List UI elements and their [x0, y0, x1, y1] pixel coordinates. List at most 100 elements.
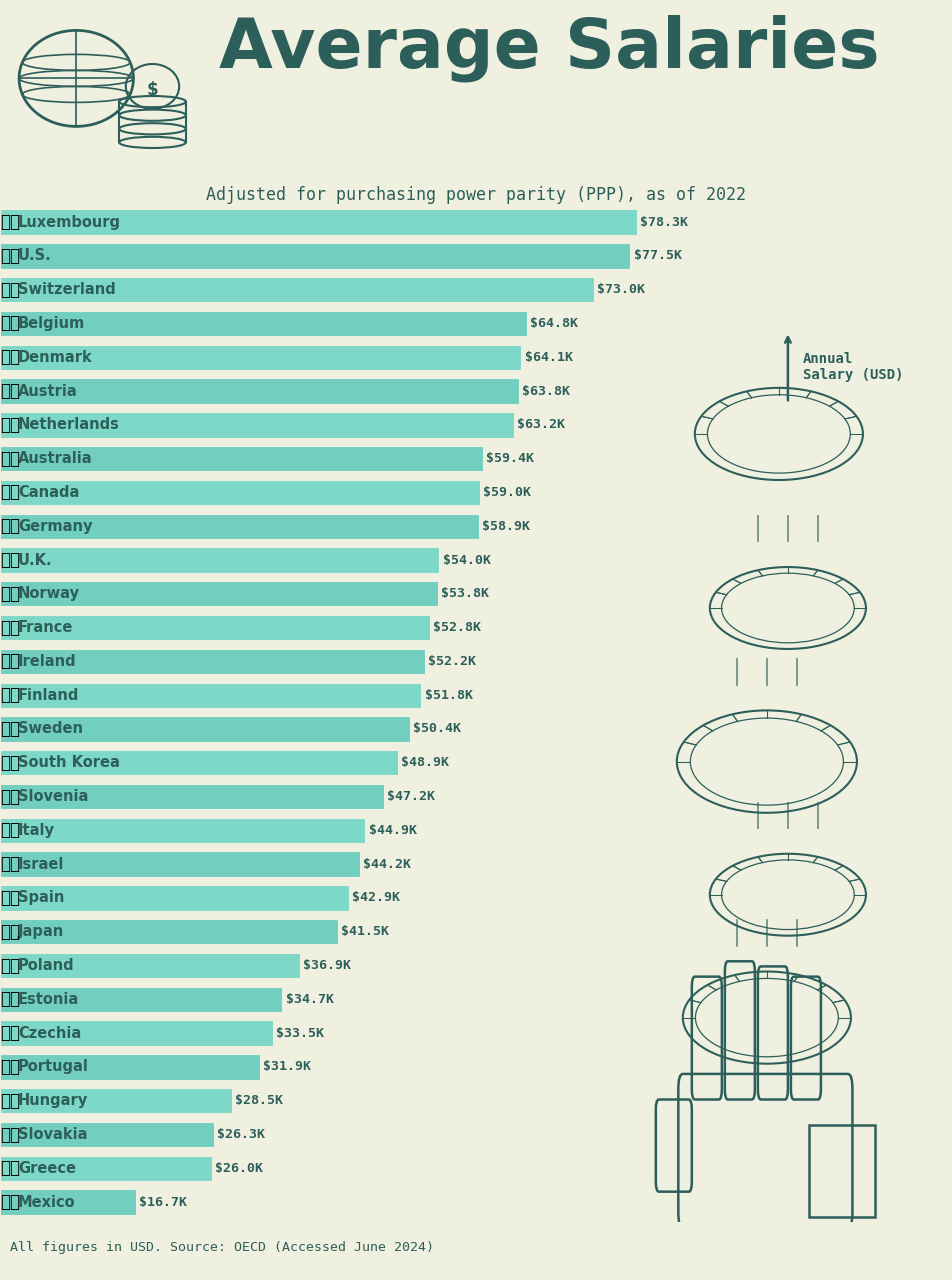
Bar [0, 783, 384, 809]
Text: 🇨🇭: 🇨🇭 [0, 280, 20, 298]
Text: Estonia: Estonia [18, 992, 79, 1007]
Text: 🇯🇵: 🇯🇵 [0, 923, 20, 941]
Text: $58.9K: $58.9K [482, 520, 530, 532]
Text: Spain: Spain [18, 891, 64, 905]
Bar [0, 1189, 136, 1215]
Bar [0, 682, 421, 708]
Text: $77.5K: $77.5K [633, 250, 681, 262]
Bar [0, 1055, 259, 1079]
Text: 🇪🇪: 🇪🇪 [0, 991, 20, 1009]
Text: All figures in USD. Source: OECD (Accessed June 2024): All figures in USD. Source: OECD (Access… [10, 1242, 433, 1254]
Text: Poland: Poland [18, 957, 74, 973]
Text: South Korea: South Korea [18, 755, 120, 771]
Text: 🇬🇷: 🇬🇷 [0, 1160, 20, 1178]
Text: 🇩🇪: 🇩🇪 [0, 517, 20, 535]
Bar [0, 717, 409, 741]
Text: Switzerland: Switzerland [18, 282, 115, 297]
Bar [0, 851, 359, 877]
Text: 🇵🇹: 🇵🇹 [0, 1059, 20, 1076]
Text: $34.7K: $34.7K [286, 993, 333, 1006]
Text: $63.2K: $63.2K [517, 419, 565, 431]
Text: Canada: Canada [18, 485, 79, 500]
Text: 🇦🇹: 🇦🇹 [0, 381, 20, 401]
Text: $26.3K: $26.3K [217, 1128, 265, 1140]
Text: $44.2K: $44.2K [363, 858, 410, 870]
Text: $16.7K: $16.7K [139, 1196, 187, 1208]
Text: $50.4K: $50.4K [413, 722, 461, 736]
Text: 🇩🇰: 🇩🇰 [0, 348, 20, 366]
Text: $52.2K: $52.2K [427, 655, 475, 668]
Bar [0, 548, 439, 572]
Text: 🇨🇦: 🇨🇦 [0, 484, 20, 502]
Text: $33.5K: $33.5K [275, 1027, 324, 1039]
Text: France: France [18, 620, 73, 635]
Text: 🇦🇺: 🇦🇺 [0, 449, 20, 467]
Text: $59.0K: $59.0K [483, 486, 530, 499]
Bar [0, 818, 365, 844]
Bar [0, 1020, 272, 1046]
Text: 🇲🇽: 🇲🇽 [0, 1193, 20, 1211]
Text: $48.9K: $48.9K [401, 756, 448, 769]
Text: 🇵🇱: 🇵🇱 [0, 956, 20, 974]
Text: 🇮🇹: 🇮🇹 [0, 822, 20, 840]
Bar [0, 649, 425, 675]
Text: Mexico: Mexico [18, 1194, 75, 1210]
Text: 🇳🇴: 🇳🇴 [0, 585, 20, 603]
Text: Sweden: Sweden [18, 722, 83, 736]
Text: Germany: Germany [18, 518, 92, 534]
Text: Norway: Norway [18, 586, 80, 602]
Text: 🇺🇸: 🇺🇸 [0, 247, 20, 265]
Bar [0, 750, 397, 776]
Text: Denmark: Denmark [18, 349, 92, 365]
Text: Slovakia: Slovakia [18, 1126, 88, 1142]
Text: $53.8K: $53.8K [441, 588, 488, 600]
Text: 🇪🇸: 🇪🇸 [0, 890, 20, 908]
Text: Luxembourg: Luxembourg [18, 215, 121, 229]
Text: $64.1K: $64.1K [525, 351, 572, 364]
Text: 🇸🇰: 🇸🇰 [0, 1125, 20, 1143]
Text: Greece: Greece [18, 1161, 76, 1176]
Text: 🇧🇪: 🇧🇪 [0, 315, 20, 333]
Bar [0, 513, 479, 539]
Text: Annual
Salary (USD): Annual Salary (USD) [802, 352, 902, 383]
Text: $47.2K: $47.2K [387, 790, 435, 803]
Bar [0, 614, 429, 640]
Text: Austria: Austria [18, 384, 77, 398]
Text: $52.8K: $52.8K [432, 621, 481, 634]
Text: Japan: Japan [18, 924, 64, 940]
Text: Finland: Finland [18, 687, 79, 703]
Text: U.K.: U.K. [18, 553, 52, 567]
Text: $78.3K: $78.3K [640, 215, 687, 229]
Bar [0, 1156, 211, 1181]
Text: 🇨🇿: 🇨🇿 [0, 1024, 20, 1042]
Text: 🇮🇱: 🇮🇱 [0, 855, 20, 873]
Text: 🇫🇷: 🇫🇷 [0, 618, 20, 636]
Bar [0, 243, 630, 269]
Text: Ireland: Ireland [18, 654, 76, 669]
Text: Adjusted for purchasing power parity (PPP), as of 2022: Adjusted for purchasing power parity (PP… [207, 186, 745, 205]
Bar [0, 919, 337, 945]
Text: Average Salaries: Average Salaries [219, 15, 879, 82]
Bar [0, 379, 519, 403]
Text: $42.9K: $42.9K [352, 891, 400, 905]
Text: $63.8K: $63.8K [522, 384, 569, 398]
Text: $41.5K: $41.5K [341, 925, 388, 938]
Text: $59.4K: $59.4K [486, 452, 534, 465]
Text: 🇱🇺: 🇱🇺 [0, 212, 20, 232]
Text: Italy: Italy [18, 823, 55, 838]
Bar [0, 952, 300, 978]
Text: 🇬🇧: 🇬🇧 [0, 550, 20, 570]
Text: $64.8K: $64.8K [530, 317, 578, 330]
Bar [0, 210, 636, 234]
Text: 🇭🇺: 🇭🇺 [0, 1092, 20, 1110]
Text: $54.0K: $54.0K [442, 553, 490, 567]
Text: 🇳🇱: 🇳🇱 [0, 416, 20, 434]
Text: 🇸🇮: 🇸🇮 [0, 787, 20, 805]
Text: U.S.: U.S. [18, 248, 51, 264]
Text: Czechia: Czechia [18, 1025, 81, 1041]
Text: Australia: Australia [18, 451, 92, 466]
Text: Portugal: Portugal [18, 1060, 89, 1074]
Bar [0, 581, 437, 607]
Text: Netherlands: Netherlands [18, 417, 120, 433]
Text: $44.9K: $44.9K [368, 824, 416, 837]
